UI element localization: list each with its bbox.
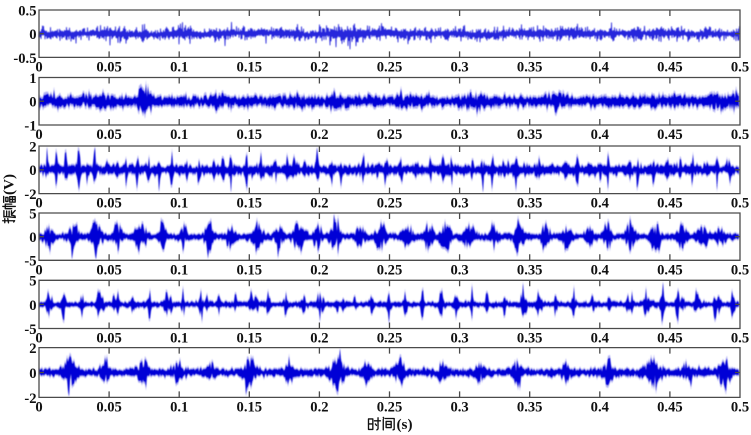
- svg-text:(V): (V): [0, 174, 17, 195]
- svg-text:0.35: 0.35: [517, 60, 543, 76]
- svg-text:0.35: 0.35: [517, 196, 543, 212]
- svg-text:0: 0: [35, 400, 42, 416]
- svg-text:0.45: 0.45: [657, 127, 683, 143]
- svg-text:0.5: 0.5: [731, 196, 749, 212]
- svg-text:0.5: 0.5: [731, 331, 749, 347]
- svg-text:5: 5: [29, 274, 36, 290]
- svg-text:0.4: 0.4: [591, 196, 610, 212]
- svg-text:0.3: 0.3: [450, 127, 468, 143]
- svg-text:0.1: 0.1: [170, 400, 188, 416]
- svg-text:0: 0: [29, 298, 36, 314]
- svg-text:-1: -1: [24, 118, 36, 134]
- svg-text:0: 0: [35, 331, 42, 347]
- svg-text:2: 2: [29, 139, 36, 155]
- svg-text:0: 0: [35, 196, 42, 212]
- svg-text:0.05: 0.05: [96, 196, 122, 212]
- svg-text:0.3: 0.3: [450, 400, 468, 416]
- svg-text:-2: -2: [24, 187, 36, 203]
- svg-text:0.15: 0.15: [237, 262, 263, 278]
- svg-text:0.45: 0.45: [657, 196, 683, 212]
- svg-text:0.5: 0.5: [731, 400, 749, 416]
- svg-text:2: 2: [29, 341, 36, 357]
- svg-text:0.45: 0.45: [657, 262, 683, 278]
- svg-text:0.4: 0.4: [591, 400, 610, 416]
- svg-text:0.4: 0.4: [591, 127, 610, 143]
- svg-text:0.5: 0.5: [731, 262, 749, 278]
- svg-text:0.05: 0.05: [96, 127, 122, 143]
- svg-text:0.3: 0.3: [450, 331, 468, 347]
- svg-text:0.2: 0.2: [310, 262, 328, 278]
- svg-text:0: 0: [29, 230, 36, 246]
- svg-text:0.1: 0.1: [170, 127, 188, 143]
- svg-text:0.4: 0.4: [591, 60, 610, 76]
- svg-text:0.3: 0.3: [450, 262, 468, 278]
- svg-text:0.5: 0.5: [731, 60, 749, 76]
- svg-text:-5: -5: [24, 322, 36, 338]
- svg-text:5: 5: [29, 206, 36, 222]
- svg-text:0.35: 0.35: [517, 127, 543, 143]
- svg-text:0.2: 0.2: [310, 60, 328, 76]
- svg-text:-2: -2: [24, 391, 36, 407]
- svg-text:0.2: 0.2: [310, 331, 328, 347]
- svg-text:0.35: 0.35: [517, 262, 543, 278]
- svg-text:0.05: 0.05: [96, 400, 122, 416]
- svg-text:0.1: 0.1: [170, 262, 188, 278]
- svg-text:0.25: 0.25: [377, 331, 403, 347]
- svg-text:0.1: 0.1: [170, 60, 188, 76]
- svg-text:0.5: 0.5: [731, 127, 749, 143]
- svg-text:0.25: 0.25: [377, 400, 403, 416]
- svg-text:0.25: 0.25: [377, 60, 403, 76]
- svg-text:0.25: 0.25: [377, 127, 403, 143]
- svg-text:0: 0: [29, 366, 36, 382]
- svg-text:0.15: 0.15: [237, 331, 263, 347]
- svg-text:0: 0: [29, 27, 36, 43]
- svg-text:0.45: 0.45: [657, 400, 683, 416]
- svg-text:-5: -5: [24, 254, 36, 270]
- svg-text:0.45: 0.45: [657, 60, 683, 76]
- svg-text:0.05: 0.05: [96, 331, 122, 347]
- svg-text:0.35: 0.35: [517, 400, 543, 416]
- svg-text:0.15: 0.15: [237, 127, 263, 143]
- svg-text:0.4: 0.4: [591, 331, 610, 347]
- svg-text:0.1: 0.1: [170, 331, 188, 347]
- svg-text:0.05: 0.05: [96, 60, 122, 76]
- svg-text:0.3: 0.3: [450, 196, 468, 212]
- svg-text:0: 0: [35, 262, 42, 278]
- svg-text:0: 0: [29, 95, 36, 111]
- svg-text:0.15: 0.15: [237, 60, 263, 76]
- svg-text:0.25: 0.25: [377, 262, 403, 278]
- svg-text:0.25: 0.25: [377, 196, 403, 212]
- svg-text:0.15: 0.15: [237, 196, 263, 212]
- svg-text:0.4: 0.4: [591, 262, 610, 278]
- svg-text:0: 0: [35, 60, 42, 76]
- svg-text:0.05: 0.05: [96, 262, 122, 278]
- svg-text:-0.5: -0.5: [13, 51, 36, 67]
- svg-text:1: 1: [29, 71, 36, 87]
- svg-text:0.45: 0.45: [657, 331, 683, 347]
- svg-text:0.35: 0.35: [517, 331, 543, 347]
- svg-text:0.1: 0.1: [170, 196, 188, 212]
- svg-text:0: 0: [29, 163, 36, 179]
- svg-text:0.5: 0.5: [18, 3, 36, 19]
- svg-text:0.2: 0.2: [310, 196, 328, 212]
- svg-text:0: 0: [35, 127, 42, 143]
- svg-text:0.2: 0.2: [310, 400, 328, 416]
- svg-text:0.2: 0.2: [310, 127, 328, 143]
- svg-text:0.3: 0.3: [450, 60, 468, 76]
- svg-text:(s): (s): [397, 416, 413, 433]
- svg-text:0.15: 0.15: [237, 400, 263, 416]
